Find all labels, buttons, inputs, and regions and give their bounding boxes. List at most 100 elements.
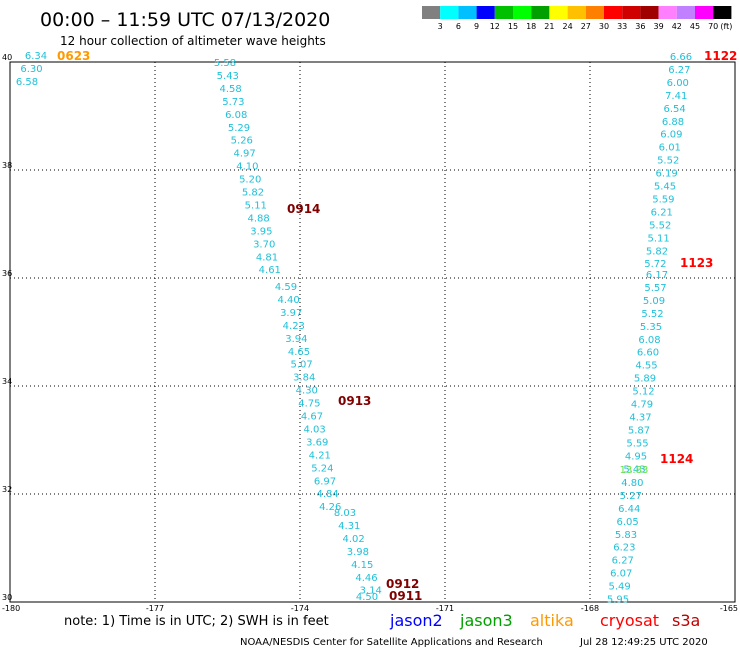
lat-tick-label: 38 <box>2 161 12 170</box>
color-scale-legend: 3 6 9 12 15 18 21 24 27 30 33 36 39 42 45 70 (ft) <box>422 6 732 31</box>
wave-height-value: 6.27 <box>612 556 634 567</box>
wave-height-value: 3.14 <box>360 586 382 597</box>
scale-label: 18 <box>526 22 536 31</box>
color-swatch <box>440 6 459 19</box>
wave-height-value: 4.15 <box>351 560 373 571</box>
lat-tick-label: 30 <box>2 593 12 602</box>
footer-credit: NOAA/NESDIS Center for Satellite Applica… <box>240 637 543 648</box>
wave-height-value: 5.12 <box>632 387 654 398</box>
track-0914: 5.58 5.43 4.58 5.73 6.08 5.29 5.26 4.97 4.10 5.20… <box>214 58 321 276</box>
satellite-jason3: jason3 <box>459 611 513 630</box>
wave-height-value: 5.07 <box>290 360 312 371</box>
wave-height-value: 4.10 <box>236 162 258 173</box>
track-time-label: 0623 <box>57 49 90 63</box>
wave-height-value: 6.60 <box>637 348 659 359</box>
wave-height-value: 6.34 <box>25 51 47 62</box>
wave-height-value: 4.50 <box>356 592 378 603</box>
wave-height-value: 5.52 <box>649 220 671 231</box>
wave-height-value: 5.49 <box>608 582 630 593</box>
color-swatch <box>549 6 568 19</box>
wave-height-value: 5.26 <box>231 136 253 147</box>
scale-label: 9 <box>474 22 479 31</box>
color-swatch <box>713 6 732 19</box>
wave-height-value: 3.97 <box>280 308 302 319</box>
wave-height-value: 5.87 <box>628 425 650 436</box>
track-0623: 6.34 6.30 6.58 0623 <box>16 49 91 88</box>
scale-label: 45 <box>690 22 700 31</box>
track-0912: 8.03 4.31 4.02 3.98 4.15 4.46 3.14 0912 <box>334 508 420 597</box>
color-swatch <box>640 6 659 19</box>
lat-tick-label: 34 <box>2 377 12 386</box>
wave-height-value: 4.40 <box>277 295 299 306</box>
wave-height-value: 6.05 <box>616 517 638 528</box>
scale-label: 12 <box>490 22 500 31</box>
map-subtitle: 12 hour collection of altimeter wave hei… <box>60 34 326 48</box>
color-swatch <box>422 6 441 19</box>
wave-height-value: 6.23 <box>613 543 635 554</box>
wave-height-value: 5.45 <box>654 182 676 193</box>
wave-height-value: 5.20 <box>239 175 261 186</box>
track-time-label: 1123 <box>680 256 713 270</box>
wave-height-value: 4.31 <box>338 521 360 532</box>
scale-label: 15 <box>508 22 518 31</box>
color-swatch <box>567 6 586 19</box>
wave-height-value: 6.17 <box>646 270 668 281</box>
satellite-legend: jason2 jason3 altika cryosat s3a <box>389 611 700 630</box>
satellite-cryosat: cryosat <box>600 611 659 630</box>
scale-label: 3 <box>438 22 443 31</box>
wave-height-value: 4.81 <box>256 252 278 263</box>
footer-timestamp: Jul 28 12:49:25 UTC 2020 <box>579 637 708 648</box>
wave-height-value: 13.83 <box>620 465 649 476</box>
color-swatch <box>513 6 532 19</box>
track-0911: 4.50 0911 <box>356 589 423 603</box>
lon-tick-label: -168 <box>581 604 599 613</box>
satellite-s3a: s3a <box>672 611 700 630</box>
wave-height-value: 6.58 <box>16 77 38 88</box>
wave-height-value: 4.30 <box>296 386 318 397</box>
wave-height-value: 5.95 <box>607 595 629 606</box>
track-layer: 6.66 6.27 6.00 7.41 6.54 6.88 6.09 6.01 5.52 6.19… <box>16 49 738 606</box>
wave-height-value: 5.52 <box>641 309 663 320</box>
wave-height-value: 3.94 <box>285 334 307 345</box>
wave-height-value: 6.30 <box>20 64 42 75</box>
wave-height-value: 7.41 <box>665 91 687 102</box>
wave-height-value: 6.97 <box>314 476 336 487</box>
wave-height-value: 6.88 <box>662 117 684 128</box>
wave-height-value: 5.24 <box>311 463 333 474</box>
lat-tick-label: 36 <box>2 269 12 278</box>
wave-height-value: 3.98 <box>347 547 369 558</box>
color-swatch <box>494 6 513 19</box>
track-time-label: 1122 <box>704 49 737 63</box>
track-1122: 6.66 6.27 6.00 7.41 6.54 6.88 6.09 6.01 5.52 6.19… <box>644 49 737 270</box>
track-1124: 13.83 4.80 5.27 6.44 6.05 5.83 6.23 6.27 6.07 5.4… <box>607 452 694 606</box>
wave-height-value: 4.80 <box>621 478 643 489</box>
wave-height-value: 5.52 <box>657 156 679 167</box>
lon-tick-label: -180 <box>2 604 20 613</box>
color-swatch <box>531 6 550 19</box>
color-swatch <box>622 6 641 19</box>
wave-height-value: 6.54 <box>663 104 685 115</box>
scale-label: 30 <box>599 22 609 31</box>
color-swatch <box>658 6 677 19</box>
color-swatch <box>585 6 604 19</box>
wave-height-value: 6.19 <box>655 169 677 180</box>
wave-height-value: 5.11 <box>647 233 669 244</box>
color-swatch <box>458 6 477 19</box>
scale-label: 33 <box>617 22 627 31</box>
color-swatch <box>476 6 495 19</box>
wave-height-value: 5.82 <box>646 246 668 257</box>
color-swatch <box>695 6 714 19</box>
wave-height-value: 6.08 <box>225 110 247 121</box>
wave-height-value: 5.35 <box>640 322 662 333</box>
scale-label: 42 <box>672 22 682 31</box>
wave-height-value: 4.95 <box>625 451 647 462</box>
plot-frame <box>9 61 736 603</box>
wave-height-value: 4.61 <box>259 265 281 276</box>
graticule: 40 38 36 34 32 30 -180 -177 -174 -171 -168 -165 <box>2 53 738 613</box>
wave-height-value: 4.21 <box>309 450 331 461</box>
wave-height-value: 5.27 <box>620 491 642 502</box>
wave-height-value: 6.44 <box>618 504 640 515</box>
wave-height-value: 5.83 <box>615 530 637 541</box>
wave-height-value: 4.55 <box>635 361 657 372</box>
lon-tick-label: -165 <box>720 604 738 613</box>
